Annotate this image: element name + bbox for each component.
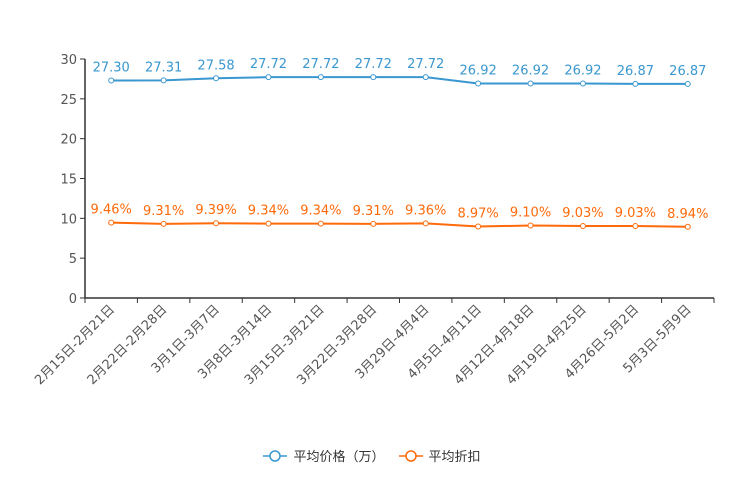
- data-point[interactable]: [684, 223, 691, 230]
- legend: 平均价格（万） 平均折扣: [0, 446, 744, 465]
- chart-svg: 0510152025302月15日-2月21日2月22日-2月28日3月1日-3…: [32, 53, 715, 388]
- data-label: 26.92: [564, 64, 601, 79]
- data-point[interactable]: [527, 80, 534, 87]
- data-label: 9.03%: [615, 206, 656, 221]
- legend-label: 平均折扣: [428, 450, 481, 465]
- legend-marker-icon: [398, 449, 423, 462]
- data-label: 26.92: [512, 64, 549, 79]
- y-tick-label: 5: [69, 252, 77, 267]
- data-label: 27.72: [407, 57, 444, 72]
- series-line: [111, 76, 688, 85]
- data-label: 26.87: [617, 64, 654, 79]
- data-point[interactable]: [265, 220, 272, 227]
- data-point[interactable]: [684, 80, 691, 87]
- y-tick-label: 0: [69, 292, 77, 307]
- data-point[interactable]: [265, 74, 272, 81]
- data-point[interactable]: [317, 74, 324, 81]
- data-point[interactable]: [422, 74, 429, 81]
- data-point[interactable]: [108, 219, 115, 226]
- legend-label: 平均价格（万）: [293, 450, 385, 465]
- data-point[interactable]: [213, 220, 220, 227]
- y-tick-label: 15: [60, 173, 77, 188]
- data-label: 9.34%: [248, 204, 289, 219]
- data-label: 9.46%: [91, 203, 132, 218]
- data-point[interactable]: [632, 80, 639, 87]
- data-label: 8.94%: [667, 207, 708, 222]
- data-label: 9.31%: [143, 204, 184, 219]
- data-point[interactable]: [422, 220, 429, 227]
- data-label: 8.97%: [457, 207, 498, 222]
- data-point[interactable]: [213, 75, 220, 82]
- data-point[interactable]: [632, 223, 639, 230]
- data-label: 27.72: [355, 57, 392, 72]
- data-point[interactable]: [475, 223, 482, 230]
- series-line: [111, 221, 688, 228]
- data-point[interactable]: [579, 80, 586, 87]
- y-tick-label: 20: [60, 133, 77, 148]
- data-label: 27.72: [250, 57, 287, 72]
- data-point[interactable]: [160, 220, 167, 227]
- legend-item-price[interactable]: 平均价格（万）: [263, 446, 385, 465]
- data-point[interactable]: [108, 77, 115, 84]
- data-point[interactable]: [317, 220, 324, 227]
- legend-marker-icon: [263, 449, 288, 462]
- data-label: 9.10%: [510, 206, 551, 221]
- data-point[interactable]: [370, 74, 377, 81]
- data-label: 27.58: [197, 58, 234, 73]
- data-label: 9.03%: [562, 206, 603, 221]
- data-label: 27.72: [302, 57, 339, 72]
- data-label: 26.87: [669, 64, 706, 79]
- data-label: 9.39%: [195, 203, 236, 218]
- data-label: 26.92: [460, 64, 497, 79]
- data-point[interactable]: [527, 222, 534, 229]
- data-label: 27.30: [93, 61, 130, 76]
- data-point[interactable]: [579, 223, 586, 230]
- data-label: 9.31%: [353, 204, 394, 219]
- y-tick-label: 10: [60, 212, 77, 227]
- y-tick-label: 25: [60, 93, 77, 108]
- data-point[interactable]: [370, 220, 377, 227]
- data-point[interactable]: [160, 77, 167, 84]
- data-label: 9.34%: [300, 204, 341, 219]
- data-label: 27.31: [145, 60, 182, 75]
- data-label: 9.36%: [405, 203, 446, 218]
- y-tick-label: 30: [60, 53, 77, 68]
- data-point[interactable]: [475, 80, 482, 87]
- legend-item-discount[interactable]: 平均折扣: [398, 446, 481, 465]
